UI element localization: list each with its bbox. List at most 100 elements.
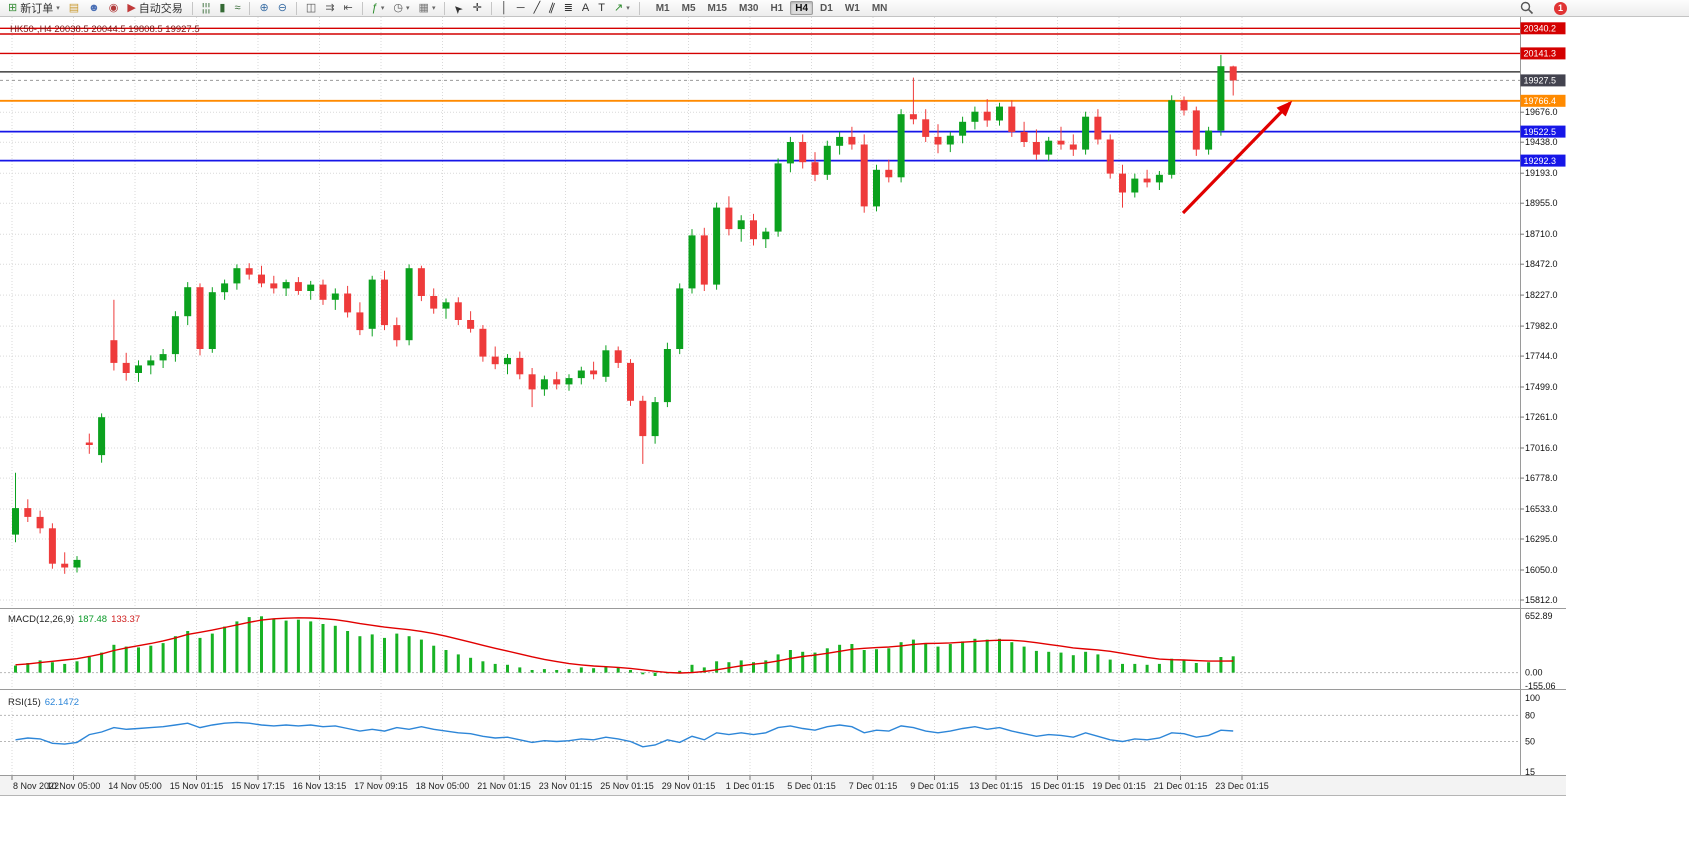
equidistant-channel-icon[interactable]: ∥ bbox=[545, 1, 559, 16]
macd-main-value: 187.48 bbox=[78, 614, 108, 625]
crosshair-icon[interactable]: ✛ bbox=[469, 1, 486, 16]
svg-text:1 Dec 01:15: 1 Dec 01:15 bbox=[726, 781, 775, 791]
timeframe-button-h4[interactable]: H4 bbox=[790, 1, 814, 15]
notification-badge[interactable]: 1 bbox=[1554, 1, 1567, 15]
svg-text:17982.0: 17982.0 bbox=[1525, 321, 1558, 331]
svg-text:19 Dec 01:15: 19 Dec 01:15 bbox=[1092, 781, 1146, 791]
svg-text:19766.4: 19766.4 bbox=[1524, 96, 1557, 106]
chart-ohlc-header: HK50-,H4 20038.5 20044.5 19808.5 19927.5 bbox=[10, 24, 200, 35]
indicators-icon: ƒ bbox=[371, 1, 378, 14]
svg-text:18 Nov 05:00: 18 Nov 05:00 bbox=[416, 781, 470, 791]
timeframe-button-mn[interactable]: MN bbox=[871, 3, 888, 14]
chart-shift-icon[interactable]: ⇤ bbox=[340, 1, 357, 16]
toolbar-separator bbox=[638, 1, 640, 15]
bar-chart-icon[interactable]: ¦¦¦ bbox=[198, 1, 215, 16]
svg-text:16778.0: 16778.0 bbox=[1525, 473, 1558, 483]
toolbar-separator bbox=[249, 1, 251, 15]
market-watch-icon[interactable]: ▤ bbox=[65, 1, 83, 16]
svg-text:19522.5: 19522.5 bbox=[1524, 127, 1557, 137]
trend-arrow-annotation[interactable] bbox=[1181, 100, 1293, 215]
crosshair-icon: ✛ bbox=[472, 1, 482, 14]
horizontal-level-lines[interactable] bbox=[0, 27, 1520, 162]
svg-text:652.89: 652.89 bbox=[1525, 611, 1553, 621]
trendline-icon: ╱ bbox=[533, 1, 541, 14]
zoom-in-icon: ⊕ bbox=[259, 1, 269, 14]
zoom-out-icon[interactable]: ⊖ bbox=[274, 1, 291, 16]
candlestick-chart-icon: ▮ bbox=[219, 1, 226, 14]
autotrading-icon: ▶ bbox=[127, 1, 136, 14]
rsi-indicator-label: RSI(15) 62.1472 bbox=[8, 697, 79, 708]
svg-text:13 Dec 01:15: 13 Dec 01:15 bbox=[969, 781, 1023, 791]
svg-text:15: 15 bbox=[1525, 767, 1535, 777]
line-chart-icon: ≈ bbox=[234, 1, 241, 14]
svg-text:21 Nov 01:15: 21 Nov 01:15 bbox=[477, 781, 531, 791]
chart-window[interactable]: 19676.0 19438.0 19193.0 18955.0 18710.0 18472… bbox=[0, 17, 1566, 797]
chart-canvas[interactable]: 19676.0 19438.0 19193.0 18955.0 18710.0 18472… bbox=[0, 17, 1566, 797]
cursor-icon: ➤ bbox=[451, 0, 467, 16]
svg-text:29 Nov 01:15: 29 Nov 01:15 bbox=[662, 781, 716, 791]
svg-text:23 Nov 01:15: 23 Nov 01:15 bbox=[539, 781, 593, 791]
svg-text:19676.0: 19676.0 bbox=[1525, 107, 1558, 117]
svg-text:17499.0: 17499.0 bbox=[1525, 382, 1558, 392]
periods-icon[interactable]: ◷ ▾ bbox=[389, 1, 413, 16]
bar-chart-icon: ¦¦¦ bbox=[201, 1, 211, 14]
svg-text:23 Dec 01:15: 23 Dec 01:15 bbox=[1215, 781, 1269, 791]
svg-text:17744.0: 17744.0 bbox=[1525, 351, 1558, 361]
svg-text:15 Nov 01:15: 15 Nov 01:15 bbox=[170, 781, 224, 791]
new-order-button[interactable]: ⊞ 新订单 ▾ bbox=[4, 1, 64, 16]
toolbar-buttons: ⊞ 新订单 ▾ ▤ ☻ ◉ ▶ 自动交易 ¦¦¦ ▮ ≈ ⊕ ⊖ ◫ ⇉ ⇤ ƒ ▾ ◷ ▾ ▦ ▾ ➤ ✛ │ ─ ╱ ∥ ≣ A T ↗ ▾… bbox=[4, 1, 892, 16]
horizontal-line-icon[interactable]: ─ bbox=[513, 1, 529, 16]
alerts-icon: ◉ bbox=[108, 1, 119, 14]
text-icon[interactable]: A bbox=[578, 1, 593, 16]
panel-frames bbox=[0, 17, 1566, 796]
cursor-icon[interactable]: ➤ bbox=[450, 1, 467, 16]
svg-text:16533.0: 16533.0 bbox=[1525, 504, 1558, 514]
timeframe-button-m1[interactable]: M1 bbox=[655, 3, 670, 14]
svg-text:18472.0: 18472.0 bbox=[1525, 259, 1558, 269]
svg-text:21 Dec 01:15: 21 Dec 01:15 bbox=[1154, 781, 1208, 791]
line-chart-icon[interactable]: ≈ bbox=[230, 1, 244, 16]
search-icon[interactable] bbox=[1520, 1, 1534, 15]
macd-panel bbox=[0, 616, 1520, 676]
timeframe-button-m15[interactable]: M15 bbox=[707, 3, 727, 14]
templates-icon[interactable]: ▦ ▾ bbox=[415, 1, 440, 16]
zoom-in-icon[interactable]: ⊕ bbox=[255, 1, 272, 16]
indicators-icon[interactable]: ƒ ▾ bbox=[368, 1, 389, 16]
timeframe-button-h1[interactable]: H1 bbox=[770, 3, 784, 14]
text-label-icon: T bbox=[598, 1, 605, 14]
tile-windows-icon: ◫ bbox=[305, 1, 317, 14]
svg-text:10 Nov 05:00: 10 Nov 05:00 bbox=[47, 781, 101, 791]
vertical-line-icon[interactable]: │ bbox=[497, 1, 512, 16]
trendline-icon[interactable]: ╱ bbox=[530, 1, 545, 16]
timeframe-button-m5[interactable]: M5 bbox=[681, 3, 696, 14]
toolbar-separator bbox=[490, 1, 492, 15]
dropdown-caret-icon: ▾ bbox=[406, 5, 410, 12]
svg-text:9 Dec 01:15: 9 Dec 01:15 bbox=[910, 781, 959, 791]
timeframe-button-w1[interactable]: W1 bbox=[844, 3, 860, 14]
equidistant-channel-icon: ∥ bbox=[547, 0, 557, 15]
svg-text:0.00: 0.00 bbox=[1525, 668, 1543, 678]
arrows-icon[interactable]: ↗ ▾ bbox=[610, 1, 634, 16]
svg-text:20340.2: 20340.2 bbox=[1524, 24, 1557, 34]
fibonacci-icon[interactable]: ≣ bbox=[560, 1, 577, 16]
rsi-value: 62.1472 bbox=[44, 697, 80, 708]
price-level-boxes: 20340.2 20141.3 19927.5 19766.4 19522.5 19292… bbox=[1520, 22, 1566, 167]
svg-text:18955.0: 18955.0 bbox=[1525, 198, 1558, 208]
text-label-icon[interactable]: T bbox=[594, 1, 609, 16]
autotrading-button[interactable]: ▶ 自动交易 bbox=[123, 1, 186, 16]
rsi-name: RSI(15) bbox=[8, 697, 41, 708]
macd-name: MACD(12,26,9) bbox=[8, 614, 74, 625]
new-order-icon: ⊞ bbox=[8, 1, 18, 14]
svg-text:17261.0: 17261.0 bbox=[1525, 412, 1558, 422]
dropdown-caret-icon: ▾ bbox=[626, 5, 630, 12]
candlestick-chart-icon[interactable]: ▮ bbox=[215, 1, 229, 16]
svg-text:25 Nov 01:15: 25 Nov 01:15 bbox=[600, 781, 654, 791]
svg-text:19438.0: 19438.0 bbox=[1525, 137, 1558, 147]
tile-windows-icon[interactable]: ◫ bbox=[302, 1, 320, 16]
alerts-icon[interactable]: ◉ bbox=[105, 1, 123, 16]
timeframe-button-d1[interactable]: D1 bbox=[820, 3, 833, 14]
auto-scroll-icon[interactable]: ⇉ bbox=[321, 1, 338, 16]
svg-text:20141.3: 20141.3 bbox=[1524, 49, 1557, 59]
timeframe-button-m30[interactable]: M30 bbox=[738, 3, 759, 14]
community-icon[interactable]: ☻ bbox=[84, 1, 104, 16]
